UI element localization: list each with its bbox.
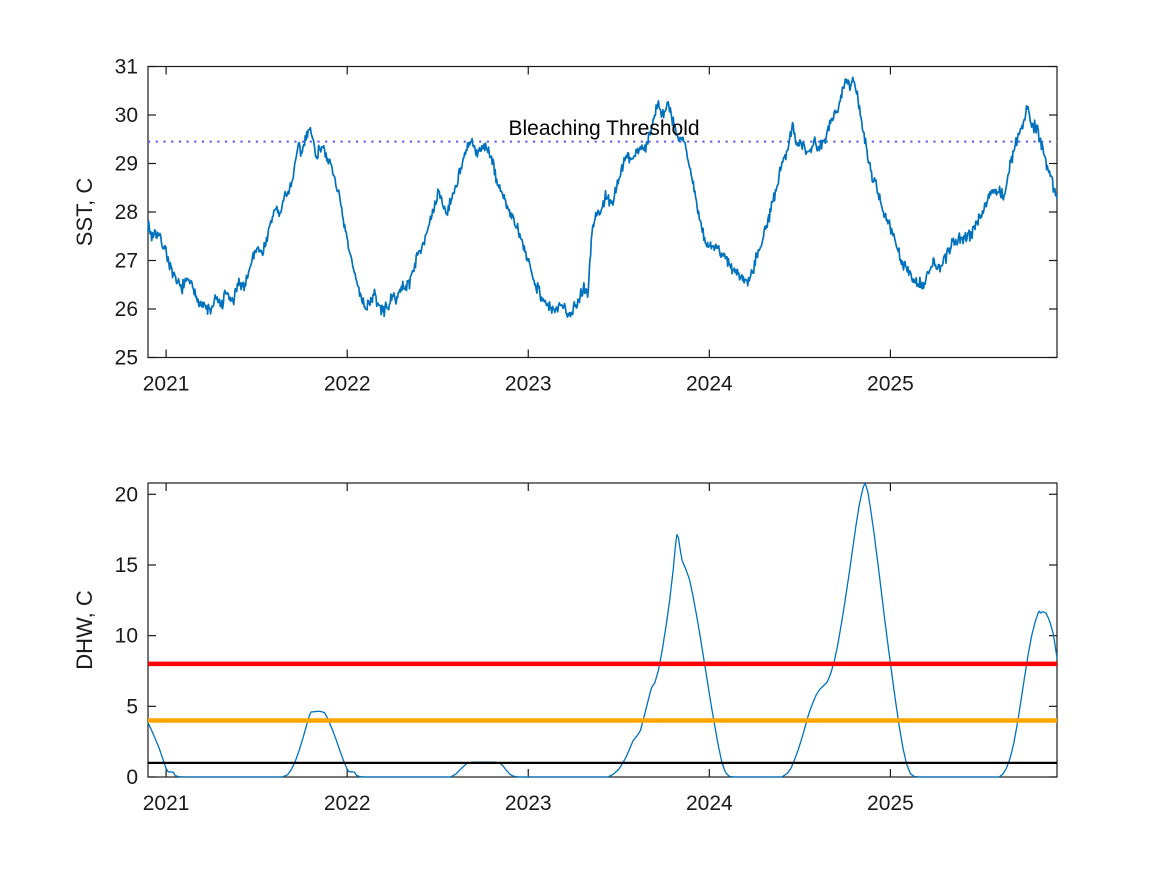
y-tick-label: 27 [115,250,138,273]
y-tick-label: 30 [115,104,138,127]
x-tick-label: 2023 [505,373,552,396]
y-tick-label: 28 [115,201,138,224]
y-tick-label: 20 [115,483,138,506]
y-tick-label: 5 [126,695,138,718]
x-tick-label: 2022 [324,792,371,815]
y-tick-label: 26 [115,298,138,321]
x-tick-label: 2024 [686,373,733,396]
dhw-series-line [147,483,1058,778]
y-tick-label: 0 [126,766,138,789]
dhw-y-axis-label: DHW, C [72,590,97,670]
x-tick-label: 2025 [867,373,914,396]
y-tick-label: 15 [115,554,138,577]
sst-axes-box [147,65,1058,359]
y-tick-label: 10 [115,625,138,648]
x-tick-label: 2024 [686,792,733,815]
dhw-chart: 2021 2022 2023 2024 2025 0 5 10 15 20 [115,482,1058,815]
x-tick-label: 2025 [867,792,914,815]
x-tick-label: 2021 [143,792,190,815]
y-tick-label: 31 [115,56,138,79]
x-tick-label: 2023 [505,792,552,815]
sst-series-line [147,76,1058,318]
bleaching-threshold-label: Bleaching Threshold [508,117,700,140]
dhw-axes-box [147,482,1058,778]
y-tick-label: 29 [115,153,138,176]
x-tick-label: 2021 [143,373,190,396]
y-tick-label: 25 [115,347,138,370]
sst-y-axis-label: SST, C [72,177,97,247]
x-tick-label: 2022 [324,373,371,396]
sst-chart: 2021 2022 2023 2024 2025 25 26 27 28 29 30 31 [115,56,1058,396]
